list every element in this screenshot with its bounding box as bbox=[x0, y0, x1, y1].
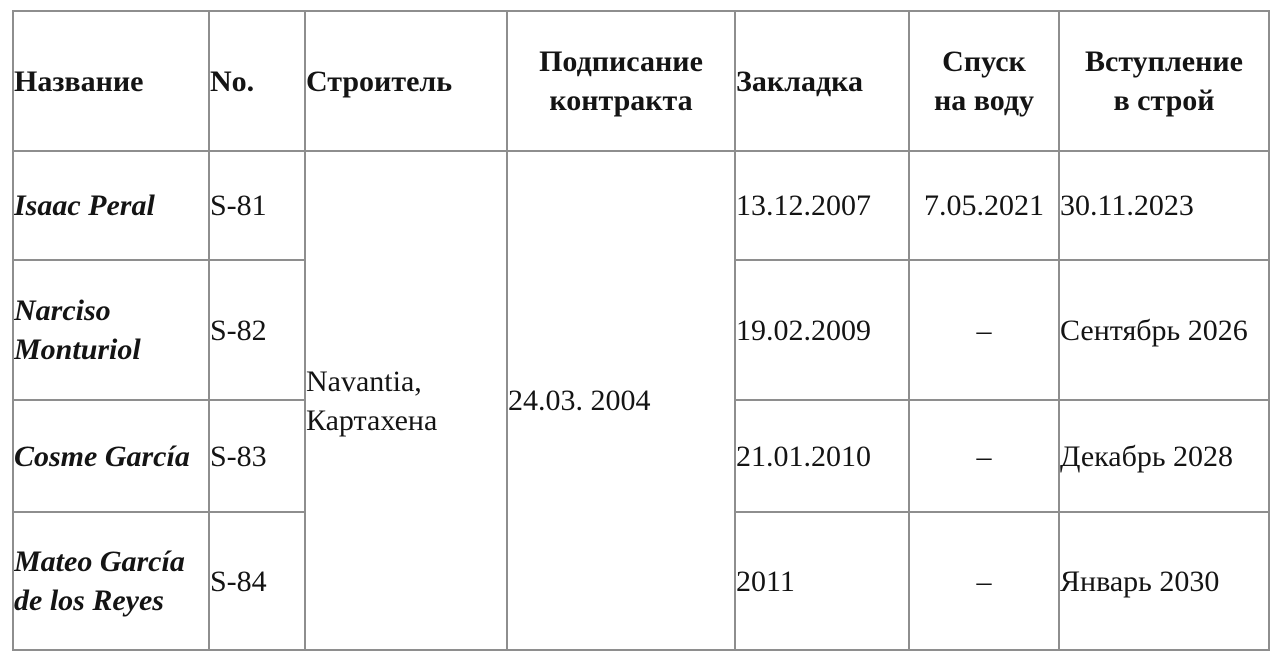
table-row-s82: Narciso Monturiol S-82 19.02.2009 – Сент… bbox=[12, 259, 1270, 401]
cell-ship-name: Mateo García de los Reyes bbox=[12, 511, 210, 651]
cell-laid-down-date: 19.02.2009 bbox=[734, 259, 910, 401]
header-row: Название No. Строитель Подписание контра… bbox=[12, 10, 1270, 152]
header-commissioned: Вступление в строй bbox=[1058, 10, 1270, 152]
header-number: No. bbox=[208, 10, 306, 152]
cell-hull-number: S-82 bbox=[208, 259, 306, 401]
cell-launch-date: – bbox=[908, 399, 1060, 513]
cell-commission-date: Декабрь 2028 bbox=[1058, 399, 1270, 513]
header-contract-signing: Подписание контракта bbox=[506, 10, 736, 152]
header-builder: Строитель bbox=[304, 10, 508, 152]
cell-commission-date: 30.11.2023 bbox=[1058, 150, 1270, 261]
cell-launch-date: 7.05.2021 bbox=[908, 150, 1060, 261]
cell-laid-down-date: 2011 bbox=[734, 511, 910, 651]
cell-hull-number: S-81 bbox=[208, 150, 306, 261]
cell-commission-date: Сентябрь 2026 bbox=[1058, 259, 1270, 401]
cell-builder-merged: Navantia, Картахена bbox=[304, 150, 508, 651]
table-row-s83: Cosme García S-83 21.01.2010 – Декабрь 2… bbox=[12, 399, 1270, 513]
table-row-s81: Isaac Peral S-81 Navantia, Картахена 24.… bbox=[12, 150, 1270, 651]
cell-hull-number: S-83 bbox=[208, 399, 306, 513]
cell-contract-date-merged: 24.03. 2004 bbox=[506, 150, 736, 651]
submarines-table: Название No. Строитель Подписание контра… bbox=[12, 10, 1270, 651]
table-row-s84: Mateo García de los Reyes S-84 2011 – Ян… bbox=[12, 511, 1270, 651]
header-name: Название bbox=[12, 10, 210, 152]
header-laid-down: Закладка bbox=[734, 10, 910, 152]
cell-launch-date: – bbox=[908, 511, 1060, 651]
cell-commission-date: Январь 2030 bbox=[1058, 511, 1270, 651]
cell-ship-name: Narciso Monturiol bbox=[12, 259, 210, 401]
cell-launch-date: – bbox=[908, 259, 1060, 401]
cell-laid-down-date: 21.01.2010 bbox=[734, 399, 910, 513]
cell-ship-name: Isaac Peral bbox=[12, 150, 210, 261]
cell-ship-name: Cosme García bbox=[12, 399, 210, 513]
header-launched: Спуск на воду bbox=[908, 10, 1060, 152]
cell-laid-down-date: 13.12.2007 bbox=[734, 150, 910, 261]
cell-hull-number: S-84 bbox=[208, 511, 306, 651]
